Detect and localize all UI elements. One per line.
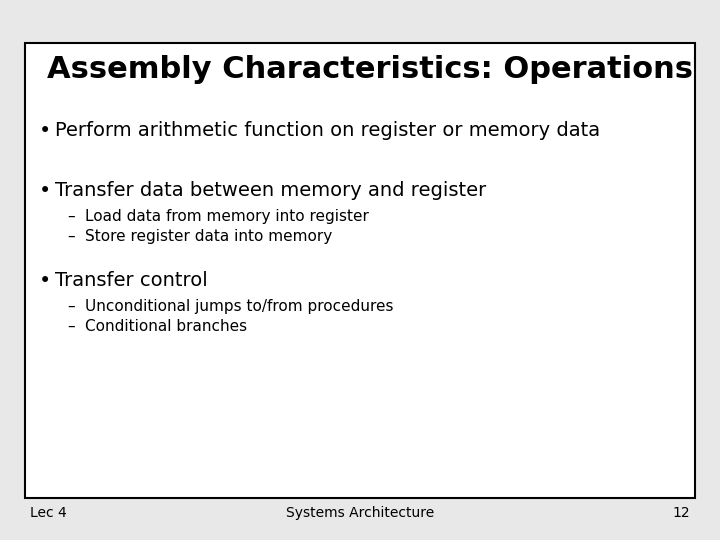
Text: •: • xyxy=(39,121,51,141)
Text: –: – xyxy=(67,229,75,244)
Text: Transfer control: Transfer control xyxy=(55,271,208,290)
Text: –: – xyxy=(67,319,75,334)
Text: Unconditional jumps to/from procedures: Unconditional jumps to/from procedures xyxy=(85,299,394,314)
Text: –: – xyxy=(67,209,75,224)
Text: •: • xyxy=(39,181,51,201)
Text: Perform arithmetic function on register or memory data: Perform arithmetic function on register … xyxy=(55,121,600,140)
Text: Transfer data between memory and register: Transfer data between memory and registe… xyxy=(55,181,486,200)
Text: Assembly Characteristics: Operations: Assembly Characteristics: Operations xyxy=(47,55,693,84)
FancyBboxPatch shape xyxy=(25,43,695,498)
Text: Load data from memory into register: Load data from memory into register xyxy=(85,209,369,224)
Text: •: • xyxy=(39,271,51,291)
Text: Lec 4: Lec 4 xyxy=(30,506,67,520)
Text: Systems Architecture: Systems Architecture xyxy=(286,506,434,520)
Text: Store register data into memory: Store register data into memory xyxy=(85,229,332,244)
Text: –: – xyxy=(67,299,75,314)
Text: Conditional branches: Conditional branches xyxy=(85,319,247,334)
Text: 12: 12 xyxy=(672,506,690,520)
